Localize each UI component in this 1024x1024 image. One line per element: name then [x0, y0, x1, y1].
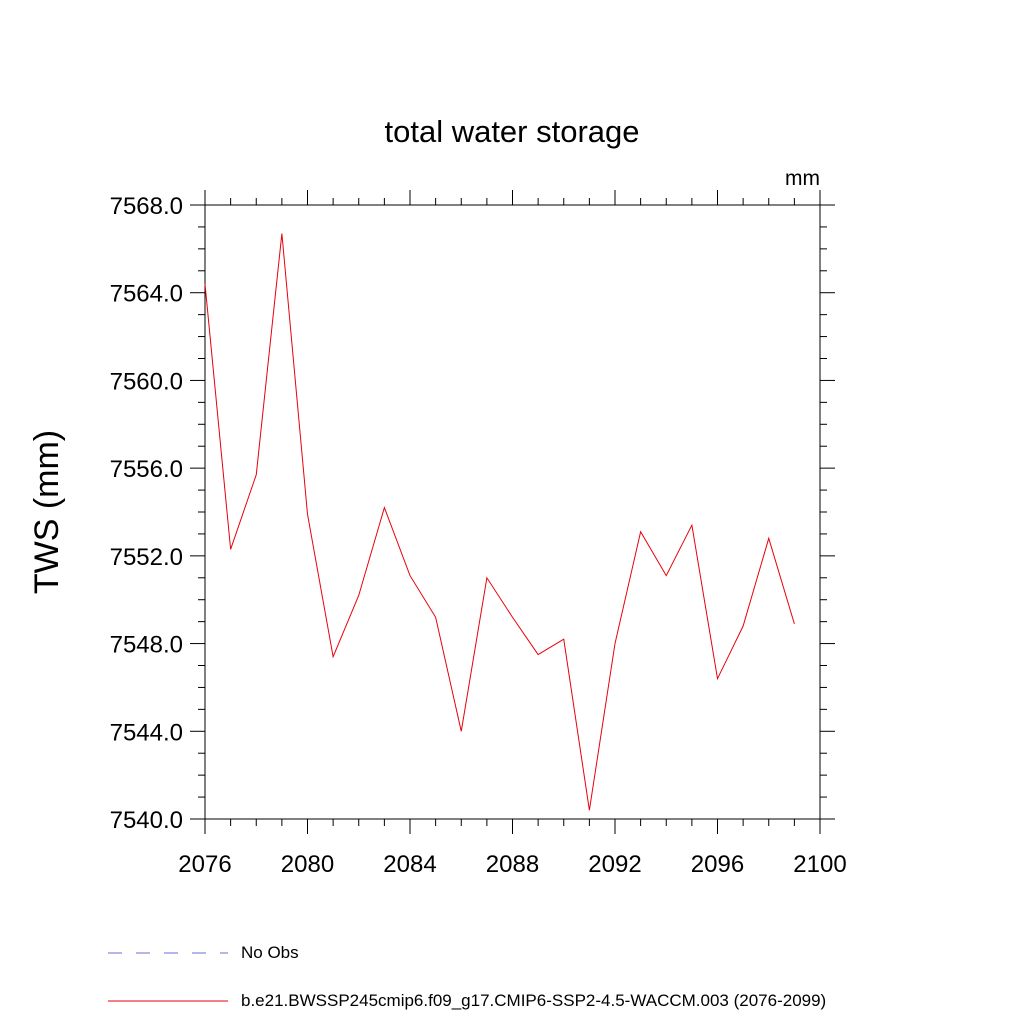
x-tick-label: 2096 [691, 851, 744, 878]
x-tick-label: 2092 [588, 851, 641, 878]
legend [108, 952, 228, 1002]
legend-label-no-obs: No Obs [241, 943, 299, 962]
y-tick-label: 7540.0 [110, 807, 183, 834]
plot-frame [204, 204, 821, 820]
y-tick-label: 7560.0 [110, 368, 183, 395]
axis-ticks [190, 190, 835, 834]
chart-title: total water storage [384, 114, 639, 149]
legend-label-model-run: b.e21.BWSSP245cmip6.f09_g17.CMIP6-SSP2-4… [241, 991, 827, 1010]
series-line [204, 233, 795, 811]
y-tick-label: 7568.0 [110, 193, 183, 220]
x-tick-label: 2084 [383, 851, 436, 878]
x-tick-label: 2100 [793, 851, 846, 878]
y-tick-label: 7544.0 [110, 719, 183, 746]
y-tick-label: 7564.0 [110, 281, 183, 308]
x-tick-label: 2088 [486, 851, 539, 878]
x-tick-label: 2080 [281, 851, 334, 878]
y-tick-label: 7556.0 [110, 456, 183, 483]
y-tick-label: 7548.0 [110, 632, 183, 659]
y-axis-label: TWS (mm) [28, 430, 66, 594]
y-tick-label: 7552.0 [110, 544, 183, 571]
axis-tick-labels: 2076 2080 2084 2088 2092 2096 2100 7540.0 7544.0… [110, 193, 847, 878]
units-label: mm [785, 167, 820, 190]
series-group [204, 233, 795, 811]
x-tick-label: 2076 [178, 851, 231, 878]
